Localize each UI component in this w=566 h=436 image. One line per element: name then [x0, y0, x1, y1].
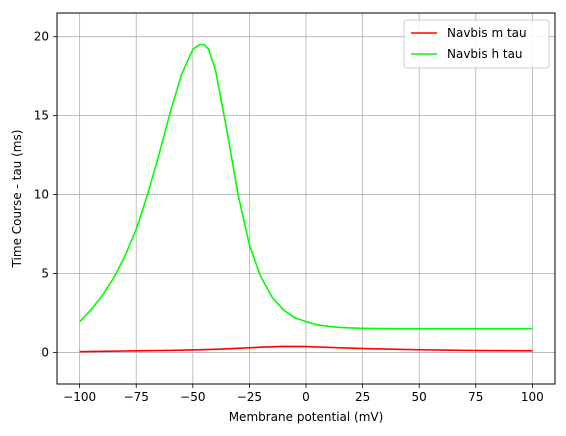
x-tick-label: 75: [468, 390, 483, 404]
x-tick-label: 50: [412, 390, 427, 404]
y-axis-label: Time Course - tau (ms): [10, 130, 24, 269]
y-tick-label: 5: [41, 266, 49, 280]
x-tick-label: 100: [521, 390, 544, 404]
x-tick-label: −75: [124, 390, 149, 404]
series-line-2: [79, 43, 533, 330]
x-axis-ticks: −100 −75 −50 −25 0 25 50 75 100: [63, 384, 544, 404]
x-tick-label: −50: [180, 390, 205, 404]
y-tick-label: 20: [34, 30, 49, 44]
legend-entry: Navbis m tau: [447, 26, 527, 40]
x-tick-label: 0: [302, 390, 310, 404]
y-tick-label: 0: [41, 345, 49, 359]
x-tick-label: −25: [237, 390, 262, 404]
legend: Navbis m tau Navbis h tau: [403, 19, 550, 69]
legend-box: [403, 19, 550, 69]
legend-entry: Navbis h tau: [447, 47, 523, 61]
x-tick-label: 25: [355, 390, 370, 404]
x-axis-label: Membrane potential (mV): [229, 410, 384, 424]
y-tick-label: 15: [34, 109, 49, 123]
x-tick-label: −100: [63, 390, 96, 404]
y-axis-ticks: 0 5 10 15 20: [34, 30, 57, 359]
series-layer: [79, 43, 533, 353]
series-line-1: [79, 345, 533, 353]
y-tick-label: 10: [34, 188, 49, 202]
